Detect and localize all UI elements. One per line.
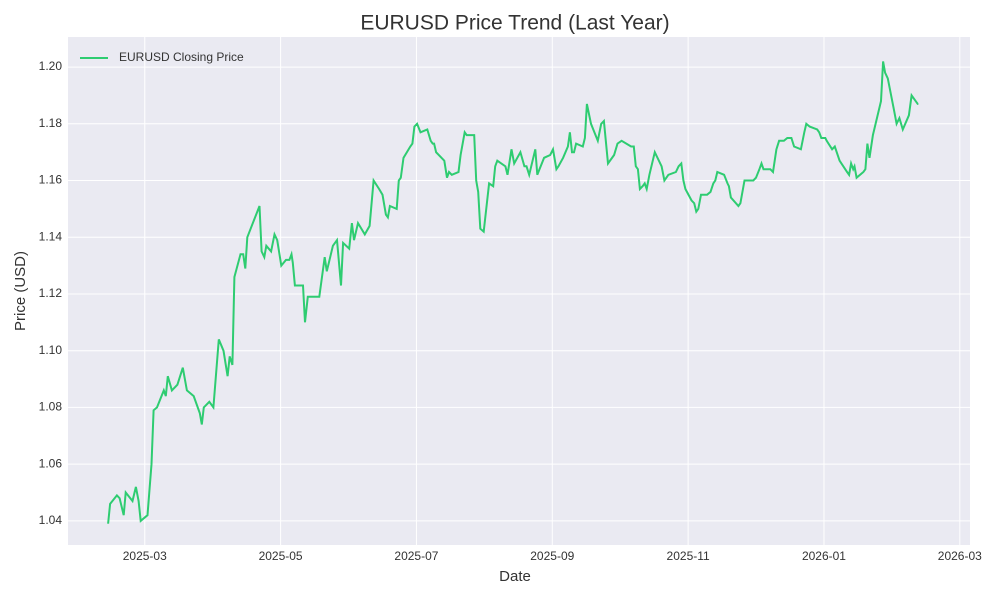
x-tick-label: 2025-03	[123, 549, 167, 563]
legend-label: EURUSD Closing Price	[119, 50, 244, 64]
x-tick-label: 2026-01	[802, 549, 846, 563]
data-line	[107, 61, 919, 524]
chart-title: EURUSD Price Trend (Last Year)	[360, 12, 669, 35]
y-tick-label: 1.20	[39, 59, 63, 73]
y-axis-label: Price (USD)	[12, 251, 29, 331]
plot-area	[68, 37, 970, 545]
y-tick-label: 1.04	[39, 513, 63, 527]
y-tick-label: 1.12	[39, 286, 63, 300]
y-tick-label: 1.14	[39, 229, 63, 243]
x-tick-label: 2025-07	[394, 549, 438, 563]
x-tick-label: 2025-11	[667, 549, 710, 563]
y-tick-label: 1.08	[39, 400, 63, 414]
y-tick-label: 1.06	[39, 456, 63, 470]
x-tick-label: 2025-09	[530, 549, 574, 563]
y-tick-label: 1.18	[39, 116, 63, 130]
x-tick-label: 2025-05	[259, 549, 303, 563]
x-tick-label: 2026-03	[938, 549, 982, 563]
y-tick-label: 1.10	[39, 343, 63, 357]
y-tick-label: 1.16	[39, 173, 63, 187]
x-axis-label: Date	[499, 568, 531, 585]
